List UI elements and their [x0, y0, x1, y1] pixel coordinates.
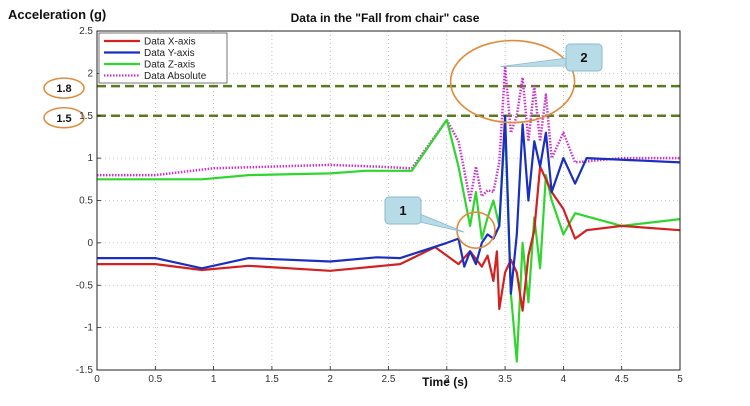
annotation-callout-2	[565, 43, 603, 72]
annotation-callout-1	[384, 196, 422, 225]
reference-lines: 1.8 1.5	[43, 77, 680, 129]
x-tick-label: 3.5	[498, 374, 512, 385]
x-tick-label: 2	[327, 374, 333, 385]
y-tick-label: 1.5	[79, 111, 93, 122]
x-tick-label: 2.5	[382, 374, 396, 385]
x-tick-label: 3	[444, 374, 450, 385]
y-tick-label: -1	[84, 323, 93, 334]
legend-label: Data Z-axis	[144, 60, 195, 71]
grid	[97, 31, 680, 370]
x-tick-label: 4	[561, 374, 567, 385]
legend-label: Data X-axis	[144, 37, 196, 48]
x-tick-label: 4.5	[615, 374, 629, 385]
legend-label: Data Y-axis	[144, 48, 195, 59]
y-tick-label: 0	[87, 238, 93, 249]
y-tick-label: 1	[87, 153, 93, 164]
x-ticks: 0 0.5 1 1.5 2 2.5 3 3.5 4 4.5 5	[94, 366, 683, 385]
reference-label: 1.5	[56, 113, 71, 125]
y-tick-label: -1.5	[76, 365, 94, 376]
legend-label: Data Absolute	[144, 71, 207, 82]
y-ticks: 2.5 2 1.5 1 0.5 0 -0.5 -1 -1.5	[76, 26, 101, 376]
y-axis-label: Acceleration (g)	[8, 7, 106, 22]
x-axis-label: Time (s)	[422, 375, 468, 389]
x-tick-label: 0	[94, 374, 100, 385]
y-tick-label: 2.5	[79, 26, 93, 37]
x-tick-label: 5	[677, 374, 683, 385]
series-line-data-absolute	[97, 65, 680, 202]
annotation-label-2: 2	[580, 50, 587, 65]
y-tick-label: 0.5	[79, 196, 93, 207]
reference-callout-1.8	[43, 77, 85, 99]
y-tick-label: 2	[87, 68, 93, 79]
annotations: 12	[384, 39, 603, 249]
x-tick-label: 1	[211, 374, 217, 385]
reference-label: 1.8	[56, 83, 71, 95]
annotation-label-1: 1	[399, 203, 406, 218]
annotation-circle-2	[449, 39, 576, 124]
x-tick-label: 1.5	[265, 374, 279, 385]
y-tick-label: -0.5	[76, 280, 94, 291]
reference-callout-1.5	[43, 107, 85, 129]
x-tick-label: 0.5	[148, 374, 162, 385]
chart-title: Data in the "Fall from chair" case	[291, 11, 480, 25]
series-line-data-x-axis	[97, 165, 681, 312]
